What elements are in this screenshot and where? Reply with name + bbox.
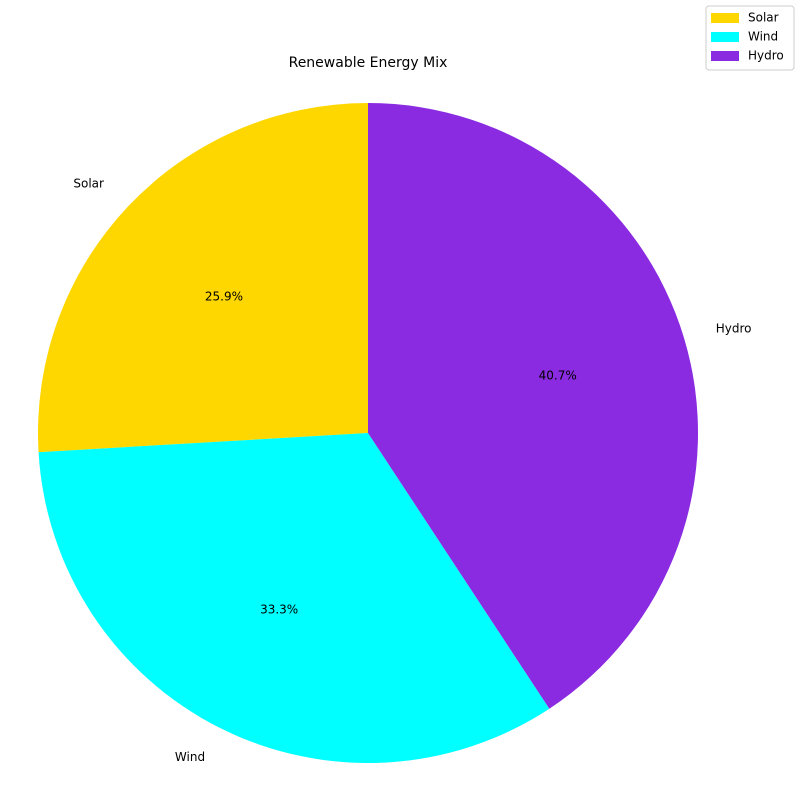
slice-label-solar: Solar (73, 176, 104, 190)
pie-slice-hydro (368, 102, 698, 709)
legend-label-wind: Wind (748, 30, 778, 44)
pie-slices (38, 102, 698, 763)
percent-labels: 25.9% 33.3% 40.7% (205, 290, 577, 617)
percent-label-solar: 25.9% (205, 290, 243, 304)
legend-swatch-hydro (711, 51, 739, 61)
legend-swatch-wind (711, 32, 739, 42)
legend-swatch-solar (711, 13, 739, 23)
pie-slice-wind (38, 433, 550, 763)
legend: Solar Wind Hydro (705, 5, 795, 71)
percent-label-wind: 33.3% (260, 602, 298, 616)
pie-slice-solar (38, 103, 369, 453)
legend-label-solar: Solar (748, 11, 779, 25)
legend-label-hydro: Hydro (748, 49, 784, 63)
slice-label-hydro: Hydro (716, 321, 752, 335)
slice-label-wind: Wind (175, 750, 205, 764)
slice-labels: Solar Wind Hydro (73, 176, 751, 763)
chart-title: Renewable Energy Mix (289, 55, 448, 71)
percent-label-hydro: 40.7% (539, 369, 577, 383)
